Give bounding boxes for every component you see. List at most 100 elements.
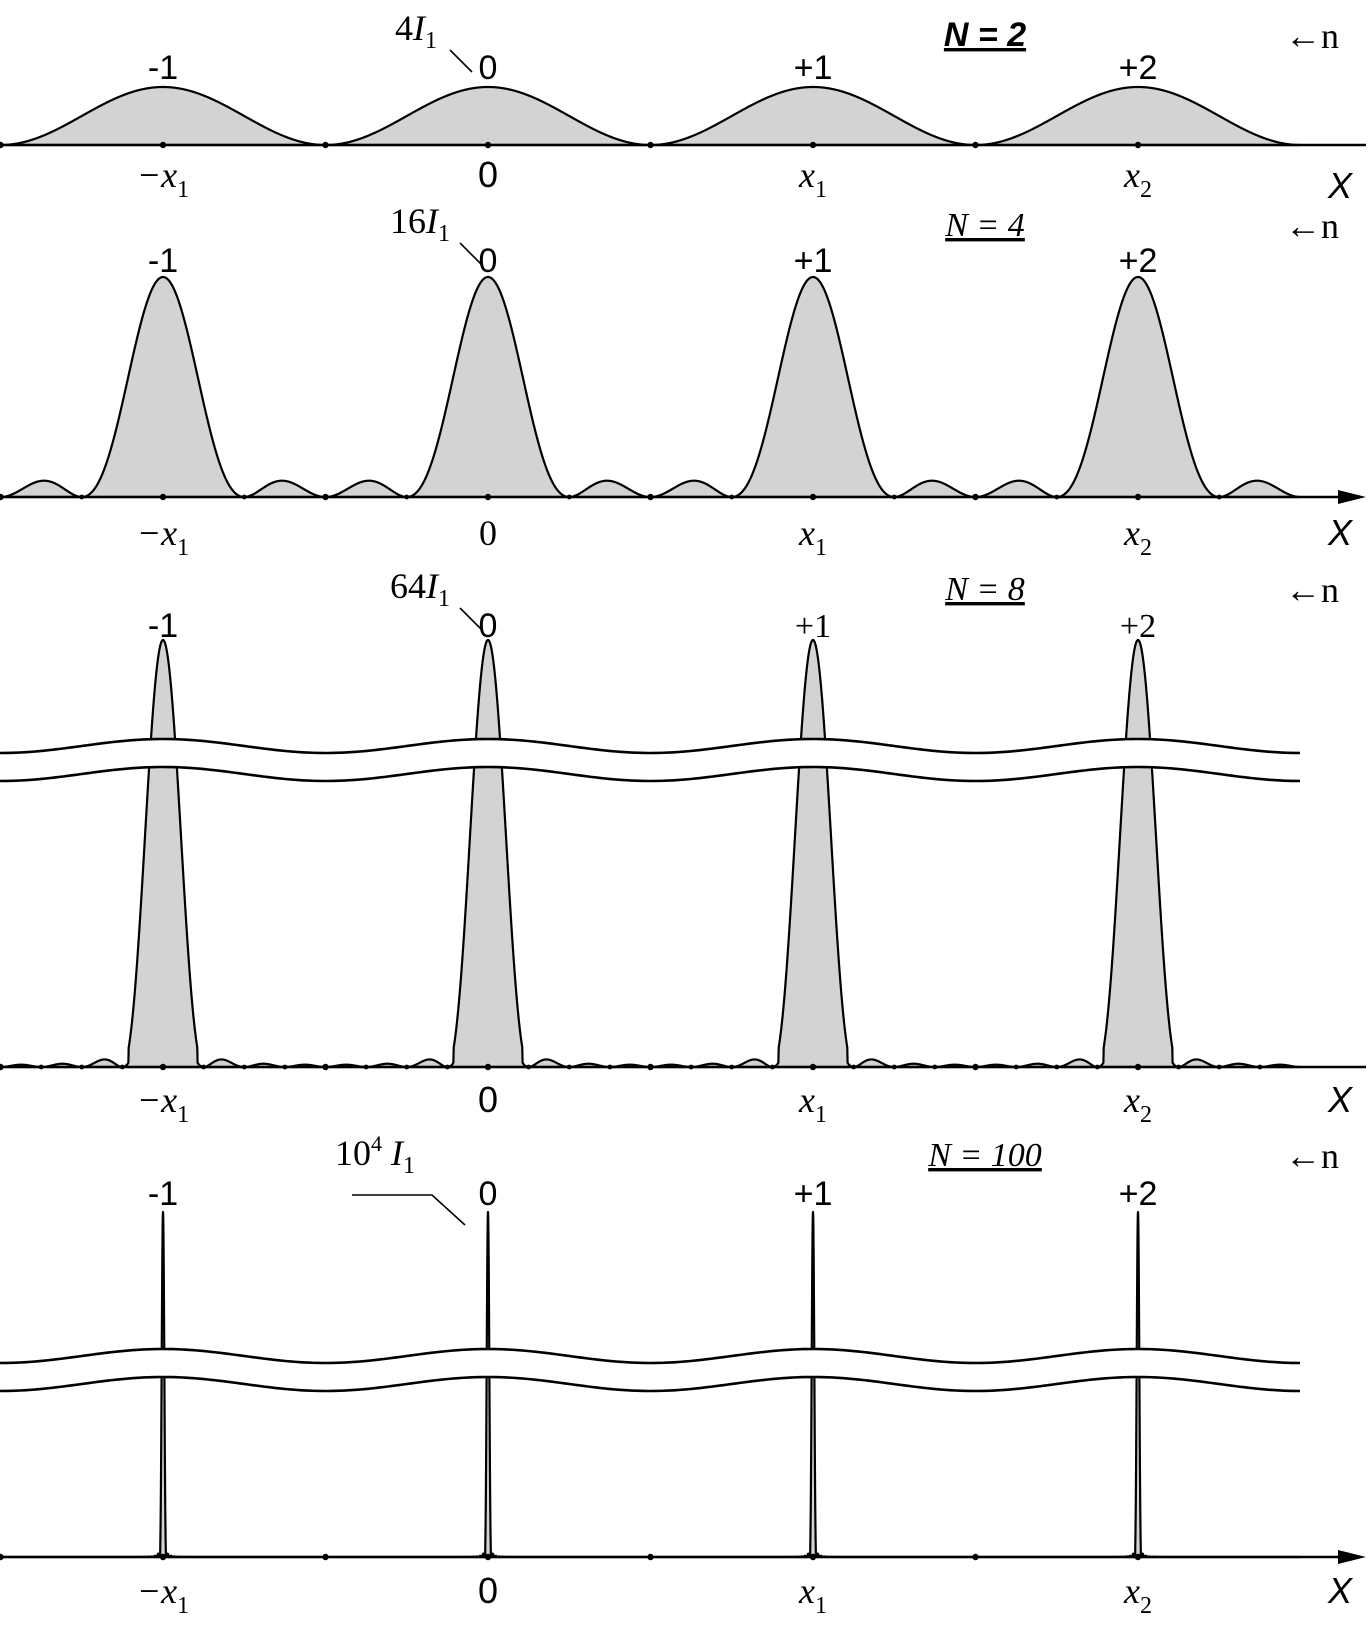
axis-break-line-top: [0, 737, 1301, 755]
order-label: +1: [794, 49, 833, 87]
axis-tick: [809, 141, 817, 149]
tick-label: x2: [1123, 513, 1152, 561]
axis-tick: [972, 141, 979, 149]
intensity-curve: [0, 85, 1302, 147]
x-axis-label: X: [1327, 1079, 1354, 1120]
order-label: 0: [479, 242, 498, 280]
zero-tick: [1135, 1064, 1141, 1070]
axis-break-line-bottom: [0, 765, 1301, 783]
zero-tick: [1216, 494, 1222, 500]
tick-label: −x1: [137, 155, 189, 203]
tick-label: 0: [478, 1570, 498, 1611]
zero-tick: [282, 1064, 288, 1070]
zero-tick: [38, 1064, 44, 1070]
zero-tick: [160, 1064, 166, 1070]
zero-tick: [1094, 1064, 1100, 1070]
zero-tick: [404, 494, 410, 500]
peak-intensity-label: 16I1: [390, 201, 450, 247]
x-axis-label: X: [1327, 1570, 1354, 1611]
panel-N-100: -1 0 +1 +2 N = 100 ←n −x1 0 x1 x2 X 104 I1: [0, 1131, 1366, 1619]
axis-tick: [0, 141, 4, 149]
order-label: +1: [794, 1175, 833, 1213]
axis-tick: [647, 141, 654, 149]
tick-label: 0: [478, 154, 498, 195]
tick-label: 0: [478, 1079, 498, 1120]
zero-tick: [607, 1064, 613, 1070]
tick-label: x2: [1123, 1571, 1152, 1619]
n-arrow-label: ←n: [1285, 206, 1339, 246]
panel-N-4: -1 0 +1 +2 N = 4 ←n −x1 0 x1 x2 X 16I1: [0, 201, 1366, 561]
x-axis-arrow: [1338, 1550, 1366, 1564]
zero-tick: [851, 1064, 857, 1070]
zero-tick: [891, 1064, 897, 1070]
axis-tick: [809, 1553, 817, 1561]
intensity-curve: [0, 638, 1302, 1069]
zero-tick: [648, 1064, 653, 1070]
x-axis-label: X: [1327, 165, 1354, 206]
zero-tick: [1054, 494, 1060, 500]
tick-label: x1: [798, 155, 827, 203]
n-label: N = 4: [944, 207, 1025, 244]
peak-label-leader: [459, 242, 483, 266]
axis-tick: [0, 1553, 4, 1561]
zero-tick: [485, 1064, 491, 1070]
zero-tick: [729, 494, 735, 500]
intensity-curve: [0, 275, 1302, 499]
zero-tick: [404, 1064, 410, 1070]
zero-tick: [241, 494, 247, 500]
zero-tick: [891, 494, 897, 500]
zero-tick: [323, 494, 328, 500]
zero-tick: [810, 1064, 816, 1070]
tick-label: x2: [1123, 155, 1152, 203]
axis-tick: [159, 1553, 167, 1561]
axis-tick: [322, 1553, 329, 1561]
zero-tick: [119, 1064, 125, 1070]
zero-tick: [1257, 1064, 1263, 1070]
tick-label: 0: [479, 513, 497, 553]
zero-tick: [79, 494, 85, 500]
order-label: -1: [148, 607, 178, 645]
axis-tick: [647, 1553, 654, 1561]
peak-intensity-label: 104 I1: [335, 1131, 415, 1179]
zero-tick: [932, 1064, 938, 1070]
panel-N-8: -1 0 +1 +2 N = 8 ←n −x1 0 x1 x2 X 64I1: [0, 566, 1366, 1128]
zero-tick: [1054, 1064, 1060, 1070]
order-label: +2: [1120, 608, 1156, 645]
zero-tick: [323, 1064, 328, 1070]
zero-tick: [444, 1064, 450, 1070]
zero-tick: [485, 494, 491, 500]
zero-tick: [648, 494, 653, 500]
tick-label: x2: [1123, 1080, 1152, 1128]
peak-label-leader: [459, 607, 483, 631]
zero-tick: [79, 1064, 85, 1070]
axis-tick: [159, 141, 167, 149]
n-label: N = 8: [944, 571, 1025, 608]
zero-tick: [566, 1064, 572, 1070]
panel-N-2: -1 0 +1 +2 N = 2 ←n −x1 0 x1 x2 X 4I1: [0, 8, 1366, 206]
zero-tick: [566, 494, 572, 500]
tick-label: x1: [798, 513, 827, 561]
order-label: +1: [795, 608, 831, 645]
order-label: -1: [148, 1175, 178, 1213]
zero-tick: [1013, 1064, 1019, 1070]
order-label: 0: [479, 607, 498, 645]
zero-tick: [0, 494, 3, 500]
order-label: -1: [148, 49, 178, 87]
zero-tick: [160, 494, 166, 500]
order-label: +2: [1119, 1175, 1158, 1213]
zero-tick: [810, 494, 816, 500]
n-label: N = 2: [944, 16, 1026, 54]
order-label: 0: [479, 1175, 498, 1213]
x-axis-arrow: [1338, 490, 1366, 504]
tick-label: −x1: [137, 513, 189, 561]
zero-tick: [973, 1064, 978, 1070]
zero-tick: [241, 1064, 247, 1070]
zero-tick: [729, 1064, 735, 1070]
order-label: +2: [1119, 242, 1158, 280]
axis-break-line-bottom: [0, 1375, 1301, 1393]
zero-tick: [1135, 494, 1141, 500]
order-label: 0: [479, 49, 498, 87]
zero-tick: [769, 1064, 775, 1070]
zero-tick: [363, 1064, 369, 1070]
